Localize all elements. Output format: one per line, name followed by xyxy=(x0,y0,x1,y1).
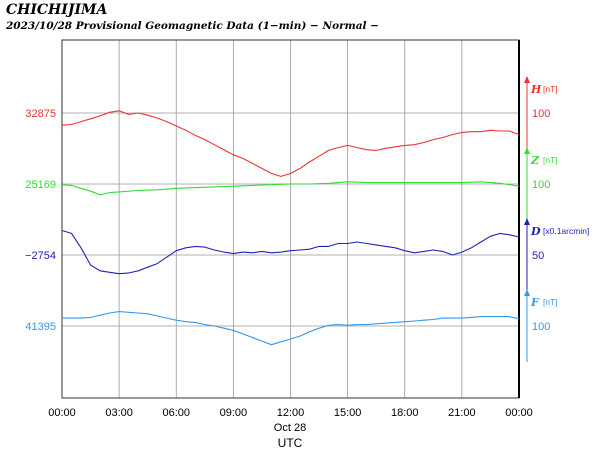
station-title: CHICHIJIMA xyxy=(6,2,108,18)
component-unit-z: [nT] xyxy=(543,155,558,165)
series-lines xyxy=(61,110,520,346)
x-tick-label: 09:00 xyxy=(220,407,248,419)
x-tick-label: 12:00 xyxy=(277,407,305,419)
plot-grid xyxy=(62,40,519,398)
component-unit-d: [x0.1arcmin] xyxy=(543,226,589,236)
component-name-f: F xyxy=(530,296,540,309)
scale-label-d: 50 xyxy=(532,250,544,262)
baseline-label-h: 32875 xyxy=(25,108,56,120)
x-tick-labels: 00:00 03:00 06:00 09:00 12:00 15:00 18:00 21:00… xyxy=(48,407,533,419)
x-axis-label: UTC xyxy=(278,436,303,450)
x-tick-label: 21:00 xyxy=(448,407,476,419)
series-line-f xyxy=(62,311,520,346)
scale-arrow-icon xyxy=(524,289,530,296)
baseline-label-f: 41395 xyxy=(25,321,56,333)
component-unit-h: [nT] xyxy=(543,84,558,94)
component-name-d: D xyxy=(530,225,541,238)
baseline-label-z: 25169 xyxy=(25,179,56,191)
component-unit-f: [nT] xyxy=(543,297,558,307)
component-name-h: H xyxy=(530,83,542,96)
scale-label-z: 100 xyxy=(532,179,550,191)
x-tick-label: 06:00 xyxy=(162,407,190,419)
x-tick-label: 18:00 xyxy=(391,407,419,419)
scale-label-f: 100 xyxy=(532,321,550,333)
x-tick-label: 00:00 xyxy=(505,407,533,419)
series-line-d xyxy=(61,229,520,275)
chart-subtitle: 2023/10/28 Provisional Geomagnetic Data … xyxy=(6,20,379,32)
x-tick-label: 00:00 xyxy=(48,407,76,419)
scale-arrow-icon xyxy=(524,76,530,83)
scale-label-h: 100 xyxy=(532,108,550,120)
series-line-z xyxy=(61,181,520,196)
baseline-labels: 32875 25169 −2754 41395 xyxy=(25,108,56,333)
series-line-h xyxy=(61,110,520,177)
scale-arrow-icon xyxy=(524,218,530,225)
x-tick-label: 03:00 xyxy=(105,407,133,419)
baseline-label-d: −2754 xyxy=(25,250,56,262)
component-name-z: Z xyxy=(530,154,540,167)
scale-arrow-icon xyxy=(524,147,530,154)
x-tick-label: 15:00 xyxy=(334,407,362,419)
date-label: Oct 28 xyxy=(274,422,306,434)
